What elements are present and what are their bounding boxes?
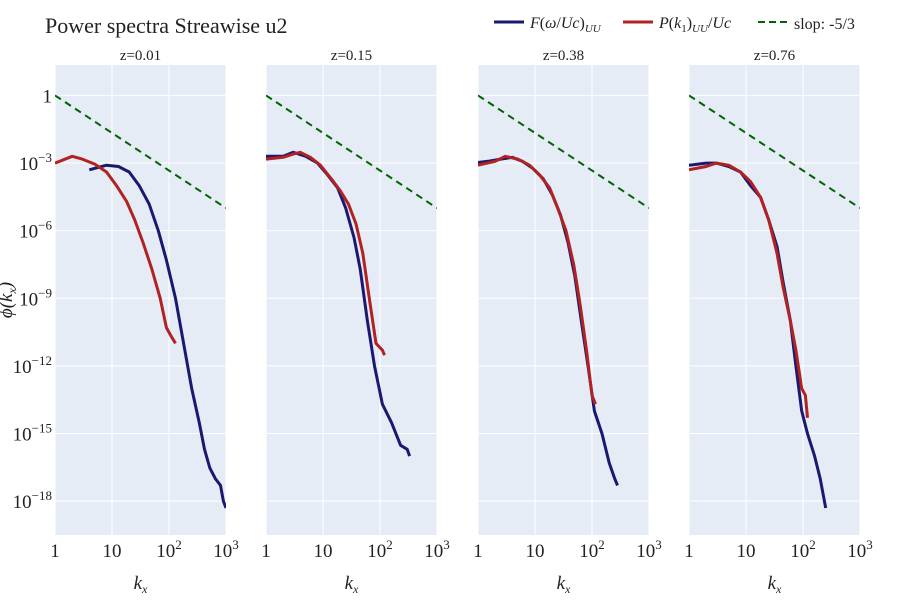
panel-background — [55, 65, 226, 535]
series-line-spatial — [478, 154, 597, 405]
x-tick-label: 1 — [473, 541, 483, 562]
series-line-spatial — [266, 150, 386, 356]
x-axis-label: kx — [345, 573, 359, 596]
panel-title: z=0.76 — [754, 48, 796, 64]
panel-1: z=0.01 1 10 102 103 kx 1 10−3 10−6 10−9 10−12 10−15… — [13, 48, 239, 596]
panel-title: z=0.38 — [543, 48, 584, 64]
y-tick-label: 1 — [43, 86, 53, 107]
figure-title: Power spectra Streawise u2 — [45, 13, 288, 38]
x-tick-label: 1 — [261, 541, 271, 562]
series-line-slope — [55, 94, 226, 209]
x-axis-label: kx — [134, 573, 148, 596]
panel-2: z=0.15 1 10 102 103 kx — [261, 48, 450, 596]
series-line-slope — [266, 94, 437, 209]
x-tick-label: 102 — [790, 537, 816, 562]
x-tick-label: 10 — [103, 541, 122, 562]
y-tick-label: 10−6 — [19, 218, 52, 243]
x-tick-label: 103 — [847, 537, 873, 562]
x-tick-label: 1 — [684, 541, 694, 562]
x-tick-label: 10 — [314, 541, 333, 562]
panel-3: z=0.38 1 10 102 103 kx — [473, 48, 662, 596]
y-axis-label: ϕ(kx) — [0, 282, 19, 318]
x-tick-label: 10 — [737, 541, 756, 562]
panel-background — [266, 65, 437, 535]
series-line-temporal — [88, 163, 226, 509]
x-tick-label: 103 — [213, 537, 239, 562]
x-tick-label: 102 — [367, 537, 393, 562]
x-tick-label: 103 — [424, 537, 450, 562]
x-tick-label: 102 — [156, 537, 182, 562]
series-line-slope — [478, 94, 649, 209]
y-tick-label: 10−12 — [13, 353, 52, 378]
panel-title: z=0.01 — [120, 48, 161, 64]
legend-label-slope: slop: -5/3 — [794, 16, 855, 33]
panel-background — [478, 65, 649, 535]
x-tick-label: 10 — [526, 541, 545, 562]
x-tick-label: 103 — [636, 537, 662, 562]
y-tick-label: 10−9 — [19, 285, 52, 310]
legend-label-temporal: F(ω/Uc)UU — [529, 15, 602, 35]
legend: F(ω/Uc)UU P(k1)UU/Uc slop: -5/3 — [494, 15, 855, 35]
series-line-slope — [689, 94, 860, 209]
panel-4: z=0.76 1 10 102 103 kx — [684, 48, 873, 596]
series-line-spatial — [689, 161, 809, 418]
x-axis-label: kx — [768, 573, 782, 596]
y-tick-label: 10−15 — [13, 421, 52, 446]
y-tick-label: 10−3 — [19, 150, 52, 175]
legend-label-spatial: P(k1)UU/Uc — [658, 15, 731, 35]
panel-background — [689, 65, 860, 535]
series-line-temporal — [266, 150, 412, 457]
series-line-spatial — [55, 154, 177, 345]
x-axis-label: kx — [557, 573, 571, 596]
panel-title: z=0.15 — [331, 48, 372, 64]
x-tick-label: 102 — [579, 537, 605, 562]
x-tick-label: 1 — [50, 541, 60, 562]
y-tick-label: 10−18 — [13, 488, 52, 513]
panels: z=0.01 1 10 102 103 kx 1 10−3 10−6 10−9 10−12 10−15… — [13, 48, 873, 596]
